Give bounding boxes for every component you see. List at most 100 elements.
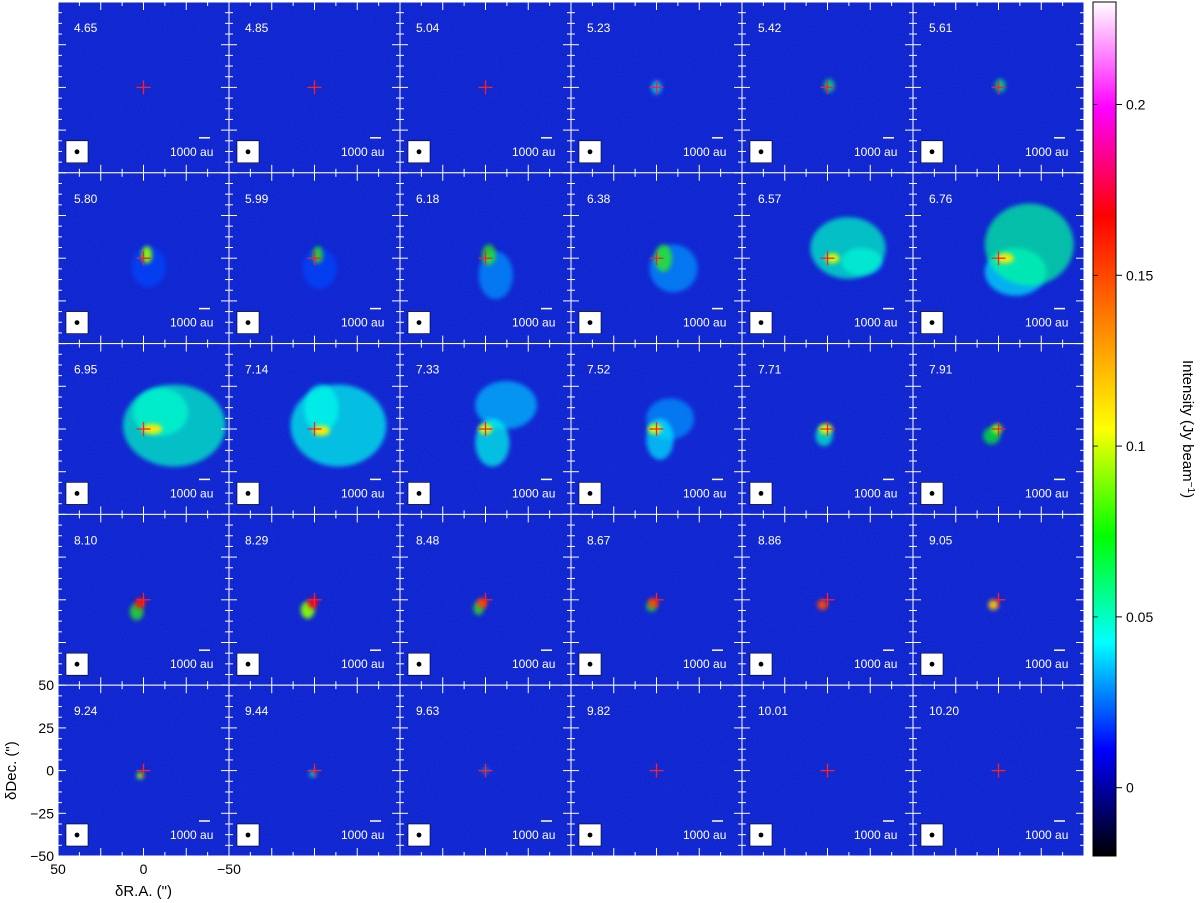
scale-bar-label: 1000 au	[1025, 145, 1068, 159]
beam-ellipse	[929, 491, 935, 496]
beam-ellipse	[758, 320, 764, 325]
beam-ellipse	[416, 491, 422, 496]
velocity-label: 5.80	[74, 192, 98, 206]
velocity-label: 7.91	[929, 363, 953, 377]
emission-blob	[122, 384, 226, 467]
velocity-label: 6.76	[929, 192, 953, 206]
scale-bar-label: 1000 au	[170, 657, 213, 671]
velocity-label: 10.01	[758, 704, 788, 718]
emission-blob	[475, 381, 537, 430]
emission-blob	[810, 217, 886, 279]
beam-ellipse	[245, 491, 251, 496]
channel-panel: 8.67 1000 au	[570, 513, 743, 686]
scale-bar-label: 1000 au	[341, 486, 384, 500]
velocity-label: 9.82	[587, 704, 611, 718]
beam-ellipse	[929, 661, 935, 667]
velocity-label: 8.48	[416, 533, 440, 547]
channel-panel: 5.80 1000 au	[57, 172, 230, 345]
scale-bar-label: 1000 au	[1025, 657, 1068, 671]
scale-bar-label: 1000 au	[170, 316, 213, 330]
channel-panel: 7.71 1000 au	[741, 343, 914, 515]
channel-panel: 9.63 1000 au	[399, 684, 572, 857]
beam-ellipse	[587, 832, 593, 838]
scale-bar-label: 1000 au	[170, 486, 213, 500]
beam-ellipse	[74, 149, 80, 155]
emission-blob	[134, 598, 146, 609]
velocity-label: 9.44	[245, 704, 269, 718]
scale-bar-label: 1000 au	[512, 486, 555, 500]
scale-bar-label: 1000 au	[170, 828, 213, 842]
scale-bar-label: 1000 au	[683, 316, 726, 330]
velocity-label: 7.52	[587, 363, 611, 377]
emission-blob	[817, 599, 828, 611]
y-axis-label: δDec. (")	[3, 741, 20, 800]
scale-bar-label: 1000 au	[854, 657, 897, 671]
colorbar-tick-label: 0.1	[1126, 438, 1146, 454]
velocity-label: 6.95	[74, 363, 98, 377]
beam-ellipse	[587, 149, 593, 155]
beam-ellipse	[245, 149, 251, 155]
beam-ellipse	[416, 149, 422, 155]
channel-panel: 6.38 1000 au	[570, 172, 743, 345]
velocity-label: 7.71	[758, 363, 782, 377]
beam-ellipse	[758, 832, 764, 838]
velocity-label: 8.10	[74, 533, 98, 547]
channel-panel: 5.61 1000 au	[912, 1, 1085, 174]
channel-panel: 6.95 1000 au	[57, 343, 230, 515]
velocity-label: 6.57	[758, 192, 782, 206]
emission-blob	[312, 425, 330, 436]
y-tick-label: 0	[46, 763, 54, 779]
velocity-label: 5.99	[245, 192, 269, 206]
channel-panel: 9.24 1000 au	[57, 684, 230, 857]
velocity-label: 6.38	[587, 192, 611, 206]
velocity-label: 9.05	[929, 533, 953, 547]
beam-ellipse	[929, 832, 935, 838]
channel-panel: 5.23 1000 au	[570, 1, 743, 174]
scale-bar-label: 1000 au	[854, 486, 897, 500]
velocity-label: 8.86	[758, 533, 782, 547]
velocity-label: 5.61	[929, 21, 953, 35]
channel-panel: 9.44 1000 au	[228, 684, 401, 857]
beam-ellipse	[587, 491, 593, 496]
velocity-label: 5.04	[416, 21, 440, 35]
emission-blob	[290, 384, 387, 467]
velocity-label: 4.85	[245, 21, 269, 35]
beam-ellipse	[74, 320, 80, 325]
channel-panel: 6.76 1000 au	[912, 172, 1085, 345]
y-tick-label: −25	[30, 805, 54, 821]
channel-panel: 8.48 1000 au	[399, 513, 572, 686]
x-tick-label: −50	[217, 861, 241, 877]
channel-panel: 9.05 1000 au	[912, 513, 1085, 686]
velocity-label: 10.20	[929, 704, 959, 718]
scale-bar-label: 1000 au	[341, 145, 384, 159]
beam-ellipse	[74, 832, 80, 838]
emission-blob	[476, 598, 488, 609]
velocity-label: 8.67	[587, 533, 611, 547]
scale-bar-label: 1000 au	[512, 828, 555, 842]
y-tick-label: 25	[38, 720, 54, 736]
colorbar-tick-label: 0.15	[1126, 267, 1153, 283]
channel-panel: 7.52 1000 au	[570, 343, 743, 515]
beam-ellipse	[758, 661, 764, 667]
channel-panel: 9.82 1000 au	[570, 684, 743, 857]
beam-ellipse	[245, 661, 251, 667]
emission-blob	[131, 246, 166, 288]
scale-bar-label: 1000 au	[341, 316, 384, 330]
velocity-label: 5.42	[758, 21, 782, 35]
scale-bar-label: 1000 au	[512, 657, 555, 671]
scale-bar-label: 1000 au	[512, 145, 555, 159]
beam-ellipse	[416, 661, 422, 667]
scale-bar-label: 1000 au	[854, 828, 897, 842]
scale-bar-label: 1000 au	[1025, 316, 1068, 330]
velocity-label: 9.63	[416, 704, 440, 718]
channel-panel: 8.29 1000 au	[228, 513, 401, 686]
scale-bar-label: 1000 au	[341, 657, 384, 671]
channel-panel: 5.99 1000 au	[228, 172, 401, 345]
channel-panel: 4.85 1000 au	[228, 1, 401, 174]
emission-blob	[647, 598, 659, 609]
colorbar-tick-label: 0.2	[1126, 96, 1146, 112]
channel-panel: 6.18 1000 au	[399, 172, 572, 345]
channel-panel: 5.42 1000 au	[741, 1, 914, 174]
x-axis-label: δR.A. (")	[115, 883, 172, 900]
scale-bar-label: 1000 au	[854, 316, 897, 330]
